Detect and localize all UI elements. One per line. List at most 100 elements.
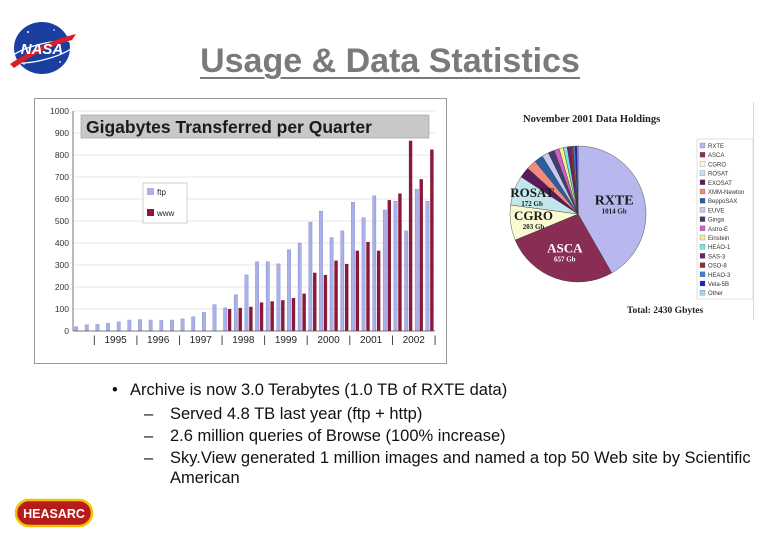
pie-legend-swatch: [699, 198, 706, 204]
pie-legend-label: EXOSAT: [708, 181, 732, 187]
y-tick-label: 900: [55, 128, 69, 138]
bar-ftp: [393, 201, 398, 332]
bar-www: [291, 298, 296, 331]
x-tick-label: 2001: [360, 335, 383, 346]
pie-legend-label: CGRO: [708, 162, 726, 168]
x-tick-label: 1996: [147, 335, 170, 346]
bar-www: [227, 309, 232, 331]
bar-ftp: [74, 326, 78, 332]
pie-legend-box: [696, 138, 753, 300]
bar-ftp: [361, 217, 366, 332]
pie-legend-label: SAS-3: [708, 254, 726, 260]
pie-legend-label: ROSAT: [708, 172, 729, 178]
pie-slice-value: 203 Gb: [523, 223, 545, 231]
pie-legend-label: Vela-5B: [708, 282, 729, 288]
bar-www: [398, 193, 402, 331]
bullet-sub: – Sky.View generated 1 million images and…: [112, 448, 762, 488]
legend-swatch-ftp: [147, 188, 154, 195]
x-tick-label: 2002: [403, 335, 426, 346]
pie-chart-title: November 2001 Data Holdings: [523, 114, 660, 125]
pie-legend-swatch: [699, 253, 706, 259]
pie-legend-swatch: [699, 179, 706, 185]
bar-ftp: [265, 261, 270, 332]
pie-legend-label: OSO-8: [708, 264, 727, 270]
x-year-separator: |: [136, 335, 139, 346]
pie-slice-name: ROSAT: [510, 185, 554, 200]
pie-legend-swatch: [699, 142, 706, 149]
pie-legend-label: EUVE: [708, 208, 724, 214]
bullet-sub: – Served 4.8 TB last year (ftp + http): [112, 404, 762, 424]
bar-ftp: [191, 316, 196, 332]
bar-ftp: [148, 319, 153, 332]
dash-marker: –: [144, 449, 154, 467]
bar-ftp: [404, 230, 409, 332]
bar-www: [238, 307, 242, 331]
heasarc-logo-text: HEASARC: [23, 507, 85, 521]
bar-ftp: [127, 319, 132, 332]
bar-www: [366, 241, 370, 331]
pie-legend-swatch: [699, 170, 706, 176]
pie-legend-swatch: [699, 207, 706, 213]
bullet-sub-text: Sky.View generated 1 million images and …: [170, 449, 751, 487]
pie-legend-swatch: [699, 216, 706, 222]
bar-chart-svg: 0 100 200 300 400 500 600 700 800 900 1000 | | | | | | |…: [50, 106, 437, 346]
dash-marker: –: [144, 427, 154, 445]
y-tick-label: 600: [55, 194, 69, 204]
bar-ftp: [297, 242, 302, 332]
x-tick-label: 1995: [104, 335, 127, 346]
bar-ftp: [233, 294, 238, 332]
bar-ftp: [170, 319, 174, 332]
x-year-separator: |: [306, 335, 309, 346]
x-year-separator: |: [263, 335, 266, 346]
bar-www: [281, 300, 285, 331]
pie-total-label: Total: 2430 Gbytes: [627, 306, 703, 316]
bar-ftp: [244, 274, 249, 332]
pie-legend-label: HEAO-1: [708, 245, 731, 251]
y-tick-label: 0: [64, 326, 69, 336]
bar-www: [430, 149, 434, 331]
bar-ftp: [84, 324, 89, 332]
pie-legend-swatch: [699, 234, 706, 241]
pie-slice-rxte: [577, 145, 647, 274]
x-year-separator: |: [391, 335, 394, 346]
bar-www: [270, 301, 274, 331]
bullet-main: Archive is now 3.0 Terabytes (1.0 TB of …: [112, 378, 762, 402]
pie-slice-value: 657 Gb: [554, 256, 576, 264]
bar-ftp: [223, 307, 228, 332]
pie-legend-swatch: [699, 290, 706, 296]
x-tick-label: 1997: [190, 335, 213, 346]
x-tick-label: 1999: [275, 335, 298, 346]
bar-ftp: [276, 263, 281, 332]
x-year-separator: |: [434, 335, 437, 346]
pie-legend-label: Other: [708, 291, 723, 297]
pie-legend-swatch: [699, 244, 706, 250]
pie-legend-swatch: [699, 271, 706, 277]
x-year-separator: |: [349, 335, 352, 346]
bar-ftp: [287, 249, 291, 332]
pie-slice-name: RXTE: [595, 193, 634, 208]
heasarc-logo: HEASARC: [14, 498, 94, 528]
nasa-logo-text: NASA: [21, 41, 64, 58]
y-tick-label: 200: [55, 282, 69, 292]
y-tick-label: 800: [55, 150, 69, 160]
pie-legend-label: Ginga: [708, 218, 725, 224]
nasa-logo: NASA: [9, 22, 76, 74]
pie-legend-swatch: [699, 188, 706, 195]
pie-slice-name: CGRO: [514, 208, 553, 223]
bar-ftp: [329, 237, 334, 332]
y-tick-label: 1000: [50, 106, 69, 116]
bar-ftp: [425, 201, 430, 332]
bar-ftp: [212, 304, 217, 332]
x-tick-label: 1998: [232, 335, 255, 346]
pie-legend-label: RXTE: [708, 144, 724, 150]
bullet-sub-text: 2.6 million queries of Browse (100% incr…: [170, 427, 506, 445]
gigabytes-bar-chart: 0 100 200 300 400 500 600 700 800 900 1000 | | | | | | |…: [34, 98, 447, 364]
pie-legend-swatch: [699, 280, 706, 287]
pie-legend-label: ASCA: [708, 153, 724, 159]
bar-www: [387, 200, 391, 331]
pie-slice-value: 172 Gb: [521, 200, 543, 208]
bar-www: [302, 293, 306, 331]
pie-legend-label: BeppoSAX: [708, 199, 737, 205]
y-tick-label: 400: [55, 238, 69, 248]
